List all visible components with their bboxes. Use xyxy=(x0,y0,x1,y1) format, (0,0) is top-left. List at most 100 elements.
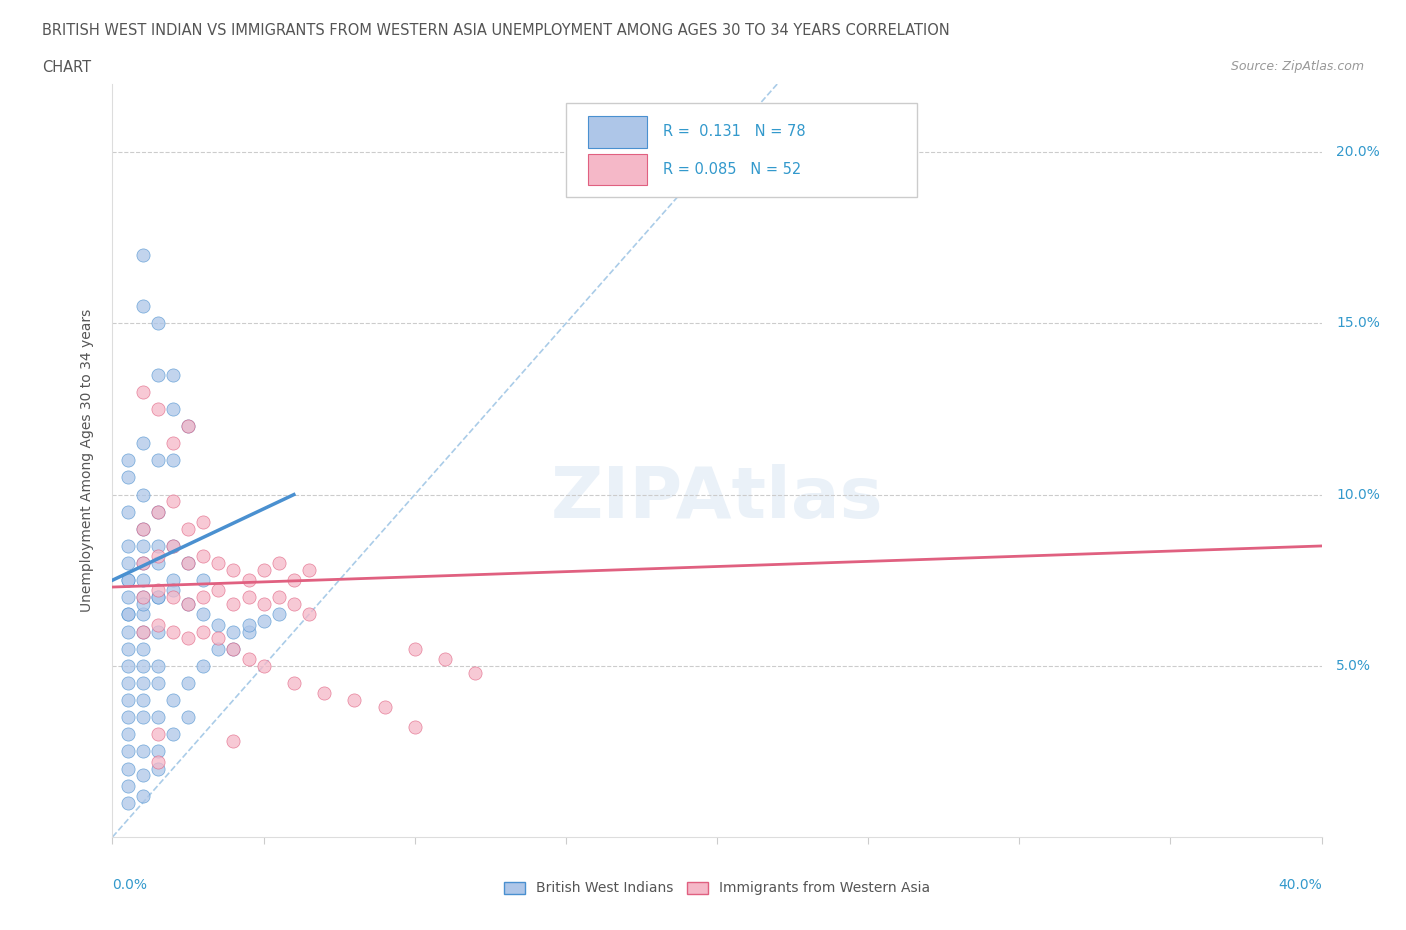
Point xyxy=(117,573,139,588)
Point xyxy=(146,624,169,639)
Point xyxy=(162,624,184,639)
Text: R = 0.085   N = 52: R = 0.085 N = 52 xyxy=(662,162,801,177)
Point xyxy=(238,652,260,667)
Point xyxy=(117,607,139,622)
Point xyxy=(146,754,169,769)
Point xyxy=(117,624,139,639)
Point xyxy=(191,624,214,639)
Point xyxy=(132,436,155,451)
Point xyxy=(162,727,184,742)
Point xyxy=(146,710,169,724)
Point xyxy=(117,795,139,810)
Point xyxy=(433,652,456,667)
Point xyxy=(162,693,184,708)
Point xyxy=(177,418,200,433)
Text: BRITISH WEST INDIAN VS IMMIGRANTS FROM WESTERN ASIA UNEMPLOYMENT AMONG AGES 30 T: BRITISH WEST INDIAN VS IMMIGRANTS FROM W… xyxy=(42,23,950,38)
Point xyxy=(267,590,290,604)
Point xyxy=(207,583,229,598)
Point xyxy=(222,734,245,749)
Point xyxy=(162,583,184,598)
Point xyxy=(267,607,290,622)
Point xyxy=(146,675,169,690)
Point xyxy=(117,642,139,657)
Point xyxy=(162,367,184,382)
Point xyxy=(117,504,139,519)
Point xyxy=(314,685,336,700)
Point xyxy=(132,624,155,639)
FancyBboxPatch shape xyxy=(565,102,917,197)
Point xyxy=(267,555,290,570)
Point xyxy=(117,658,139,673)
Point xyxy=(132,590,155,604)
Point xyxy=(146,504,169,519)
Point xyxy=(132,299,155,313)
Point xyxy=(222,642,245,657)
Point xyxy=(132,642,155,657)
Point xyxy=(132,693,155,708)
Point xyxy=(146,590,169,604)
Point xyxy=(117,453,139,468)
Point xyxy=(298,563,321,578)
Point xyxy=(162,436,184,451)
Point xyxy=(222,624,245,639)
Point xyxy=(207,631,229,645)
Point xyxy=(283,597,305,612)
Point xyxy=(177,675,200,690)
Point xyxy=(207,618,229,632)
Point xyxy=(207,555,229,570)
Point xyxy=(146,761,169,776)
Point xyxy=(117,555,139,570)
Point xyxy=(177,631,200,645)
Point xyxy=(404,642,426,657)
Point xyxy=(117,590,139,604)
Text: R =  0.131   N = 78: R = 0.131 N = 78 xyxy=(662,125,806,140)
Point xyxy=(132,768,155,783)
Point xyxy=(146,402,169,417)
Point xyxy=(177,555,200,570)
Point xyxy=(132,607,155,622)
Point xyxy=(146,618,169,632)
Point xyxy=(117,573,139,588)
Point xyxy=(117,710,139,724)
FancyBboxPatch shape xyxy=(588,153,647,185)
Point xyxy=(253,597,276,612)
Point xyxy=(132,675,155,690)
Point xyxy=(117,538,139,553)
Point xyxy=(132,247,155,262)
Point xyxy=(298,607,321,622)
Point xyxy=(132,590,155,604)
Text: 0.0%: 0.0% xyxy=(112,879,148,893)
Point xyxy=(132,522,155,537)
Point xyxy=(132,789,155,804)
Point xyxy=(146,316,169,331)
Point xyxy=(177,522,200,537)
Point xyxy=(162,538,184,553)
Point xyxy=(132,555,155,570)
Point xyxy=(238,573,260,588)
Point xyxy=(177,555,200,570)
Point xyxy=(117,693,139,708)
Text: 20.0%: 20.0% xyxy=(1336,145,1379,159)
Point xyxy=(177,597,200,612)
Point xyxy=(132,744,155,759)
Point xyxy=(162,453,184,468)
Point xyxy=(132,658,155,673)
Point xyxy=(191,658,214,673)
Point xyxy=(132,555,155,570)
Point xyxy=(117,727,139,742)
Point xyxy=(132,522,155,537)
Text: 10.0%: 10.0% xyxy=(1336,487,1381,501)
Point xyxy=(162,402,184,417)
Text: Source: ZipAtlas.com: Source: ZipAtlas.com xyxy=(1230,60,1364,73)
Point xyxy=(146,504,169,519)
Point xyxy=(177,597,200,612)
Point xyxy=(117,778,139,793)
Point xyxy=(177,710,200,724)
Point xyxy=(404,720,426,735)
Point xyxy=(238,624,260,639)
Text: CHART: CHART xyxy=(42,60,91,75)
Point xyxy=(132,710,155,724)
Point xyxy=(146,549,169,564)
Point xyxy=(191,590,214,604)
Point xyxy=(177,418,200,433)
